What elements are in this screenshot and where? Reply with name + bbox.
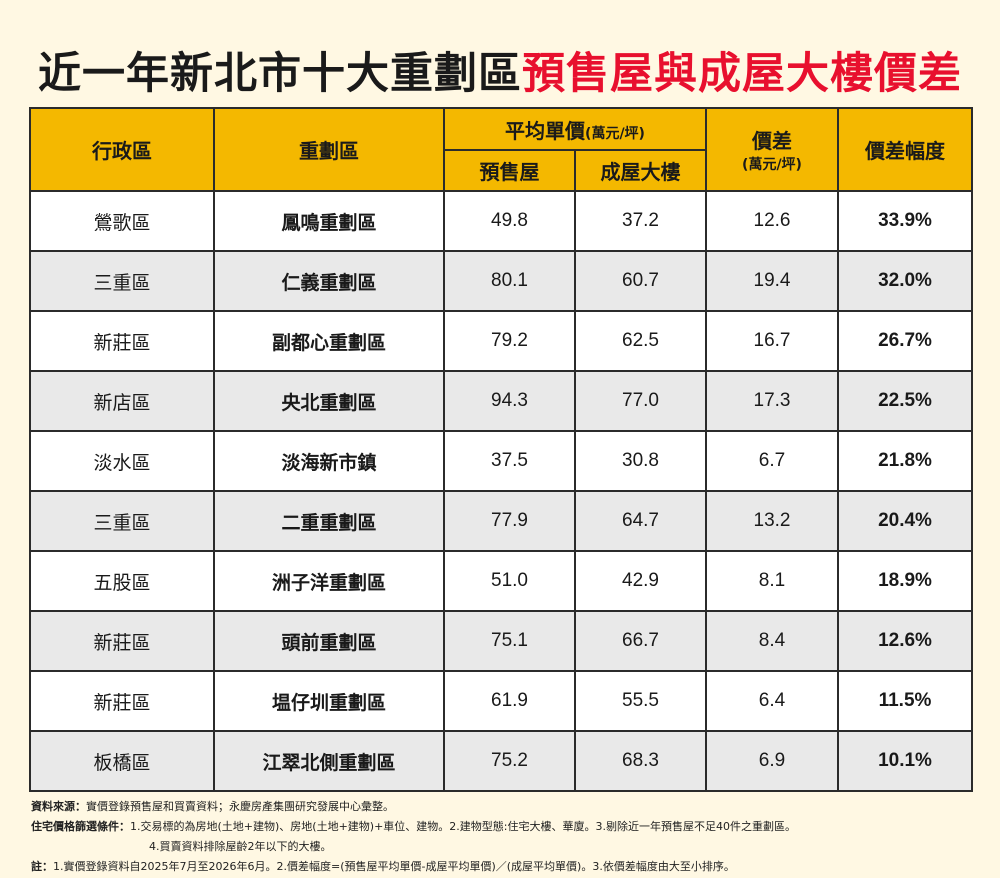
cell-pct: 33.9% — [837, 190, 974, 252]
header-diff-unit: (萬元/坪) — [742, 157, 802, 173]
table-row: 五股區 洲子洋重劃區 51.0 42.9 8.1 18.9% — [29, 550, 974, 612]
header-avg-price-label: 平均單價 — [505, 118, 586, 143]
cell-existing: 64.7 — [573, 490, 708, 552]
cell-diff: 17.3 — [705, 370, 840, 432]
cell-existing: 55.5 — [573, 670, 708, 732]
cell-district: 新店區 — [29, 370, 215, 432]
price-diff-table: 行政區 重劃區 平均單價(萬元/坪) 價差 (萬元/坪) 價差幅度 預售屋 成屋大… — [29, 107, 974, 792]
remark-label: 註： — [31, 860, 53, 873]
cell-zone: 仁義重劃區 — [213, 250, 445, 312]
header-diff-pct: 價差幅度 — [837, 107, 974, 192]
table-row: 新莊區 頭前重劃區 75.1 66.7 8.4 12.6% — [29, 610, 974, 672]
cell-presale: 77.9 — [443, 490, 576, 552]
cell-existing: 30.8 — [573, 430, 708, 492]
header-existing: 成屋大樓 — [573, 149, 708, 192]
header-presale: 預售屋 — [443, 149, 576, 192]
table-row: 鶯歌區 鳳鳴重劃區 49.8 37.2 12.6 33.9% — [29, 190, 974, 252]
cell-zone: 央北重劃區 — [213, 370, 445, 432]
cell-district: 鶯歌區 — [29, 190, 215, 252]
cell-diff: 16.7 — [705, 310, 840, 372]
header-zone: 重劃區 — [213, 107, 445, 192]
remark-note: 註：1.實價登錄資料自2025年7月至2026年6月。2.價差幅度=(預售屋平均… — [31, 857, 981, 877]
cell-pct: 10.1% — [837, 730, 974, 792]
cell-presale: 37.5 — [443, 430, 576, 492]
table-row: 新莊區 副都心重劃區 79.2 62.5 16.7 26.7% — [29, 310, 974, 372]
cell-existing: 66.7 — [573, 610, 708, 672]
cell-existing: 37.2 — [573, 190, 708, 252]
cell-presale: 49.8 — [443, 190, 576, 252]
cell-presale: 75.2 — [443, 730, 576, 792]
footnotes: 資料來源：實價登錄預售屋和買賣資料；永慶房產集團研究發展中心彙整。 住宅價格篩選… — [31, 797, 981, 877]
criteria-text-1: 1.交易標的為房地(土地+建物)、房地(土地+建物)+車位、建物。2.建物型態:… — [130, 820, 797, 833]
cell-presale: 94.3 — [443, 370, 576, 432]
cell-diff: 8.4 — [705, 610, 840, 672]
cell-existing: 42.9 — [573, 550, 708, 612]
cell-zone: 江翠北側重劃區 — [213, 730, 445, 792]
cell-zone: 副都心重劃區 — [213, 310, 445, 372]
cell-presale: 79.2 — [443, 310, 576, 372]
cell-existing: 60.7 — [573, 250, 708, 312]
cell-zone: 二重重劃區 — [213, 490, 445, 552]
cell-existing: 62.5 — [573, 310, 708, 372]
remark-text: 1.實價登錄資料自2025年7月至2026年6月。2.價差幅度=(預售屋平均單價… — [53, 860, 735, 873]
cell-zone: 洲子洋重劃區 — [213, 550, 445, 612]
cell-diff: 6.7 — [705, 430, 840, 492]
cell-presale: 80.1 — [443, 250, 576, 312]
table-row: 淡水區 淡海新市鎮 37.5 30.8 6.7 21.8% — [29, 430, 974, 492]
page-title: 近一年新北市十大重劃區預售屋與成屋大樓價差 — [0, 46, 1000, 102]
cell-zone: 淡海新市鎮 — [213, 430, 445, 492]
table-row: 新莊區 塭仔圳重劃區 61.9 55.5 6.4 11.5% — [29, 670, 974, 732]
table-row: 三重區 二重重劃區 77.9 64.7 13.2 20.4% — [29, 490, 974, 552]
cell-presale: 75.1 — [443, 610, 576, 672]
header-avg-price: 平均單價(萬元/坪) — [442, 107, 708, 151]
cell-district: 板橋區 — [29, 730, 215, 792]
header-avg-price-unit: (萬元/坪) — [585, 125, 645, 142]
cell-pct: 22.5% — [837, 370, 974, 432]
cell-presale: 61.9 — [443, 670, 576, 732]
cell-diff: 8.1 — [705, 550, 840, 612]
cell-existing: 77.0 — [573, 370, 708, 432]
cell-district: 五股區 — [29, 550, 215, 612]
cell-district: 淡水區 — [29, 430, 215, 492]
cell-district: 新莊區 — [29, 610, 215, 672]
cell-pct: 32.0% — [837, 250, 974, 312]
source-note: 資料來源：實價登錄預售屋和買賣資料；永慶房產集團研究發展中心彙整。 — [31, 797, 981, 817]
header-diff: 價差 (萬元/坪) — [705, 107, 840, 192]
cell-presale: 51.0 — [443, 550, 576, 612]
source-label: 資料來源： — [31, 800, 86, 813]
cell-district: 三重區 — [29, 490, 215, 552]
cell-pct: 11.5% — [837, 670, 974, 732]
cell-zone: 塭仔圳重劃區 — [213, 670, 445, 732]
criteria-note-cont: 4.買賣資料排除屋齡2年以下的大樓。 — [149, 840, 332, 853]
cell-district: 新莊區 — [29, 310, 215, 372]
cell-pct: 26.7% — [837, 310, 974, 372]
criteria-label: 住宅價格篩選條件： — [31, 820, 130, 833]
cell-district: 三重區 — [29, 250, 215, 312]
cell-district: 新莊區 — [29, 670, 215, 732]
cell-diff: 19.4 — [705, 250, 840, 312]
cell-zone: 鳳鳴重劃區 — [213, 190, 445, 252]
cell-pct: 20.4% — [837, 490, 974, 552]
header-diff-label: 價差 — [752, 129, 793, 153]
title-part-red: 預售屋與成屋大樓價差 — [522, 49, 962, 99]
cell-pct: 12.6% — [837, 610, 974, 672]
cell-pct: 18.9% — [837, 550, 974, 612]
cell-diff: 12.6 — [705, 190, 840, 252]
table-row: 板橋區 江翠北側重劃區 75.2 68.3 6.9 10.1% — [29, 730, 974, 792]
table-row: 新店區 央北重劃區 94.3 77.0 17.3 22.5% — [29, 370, 974, 432]
cell-diff: 13.2 — [705, 490, 840, 552]
cell-existing: 68.3 — [573, 730, 708, 792]
cell-diff: 6.9 — [705, 730, 840, 792]
cell-pct: 21.8% — [837, 430, 974, 492]
source-text: 實價登錄預售屋和買賣資料；永慶房產集團研究發展中心彙整。 — [86, 800, 394, 813]
table-row: 三重區 仁義重劃區 80.1 60.7 19.4 32.0% — [29, 250, 974, 312]
cell-zone: 頭前重劃區 — [213, 610, 445, 672]
header-district: 行政區 — [29, 107, 215, 192]
title-part-black: 近一年新北市十大重劃區 — [38, 49, 522, 99]
cell-diff: 6.4 — [705, 670, 840, 732]
criteria-note: 住宅價格篩選條件：1.交易標的為房地(土地+建物)、房地(土地+建物)+車位、建… — [31, 817, 981, 837]
